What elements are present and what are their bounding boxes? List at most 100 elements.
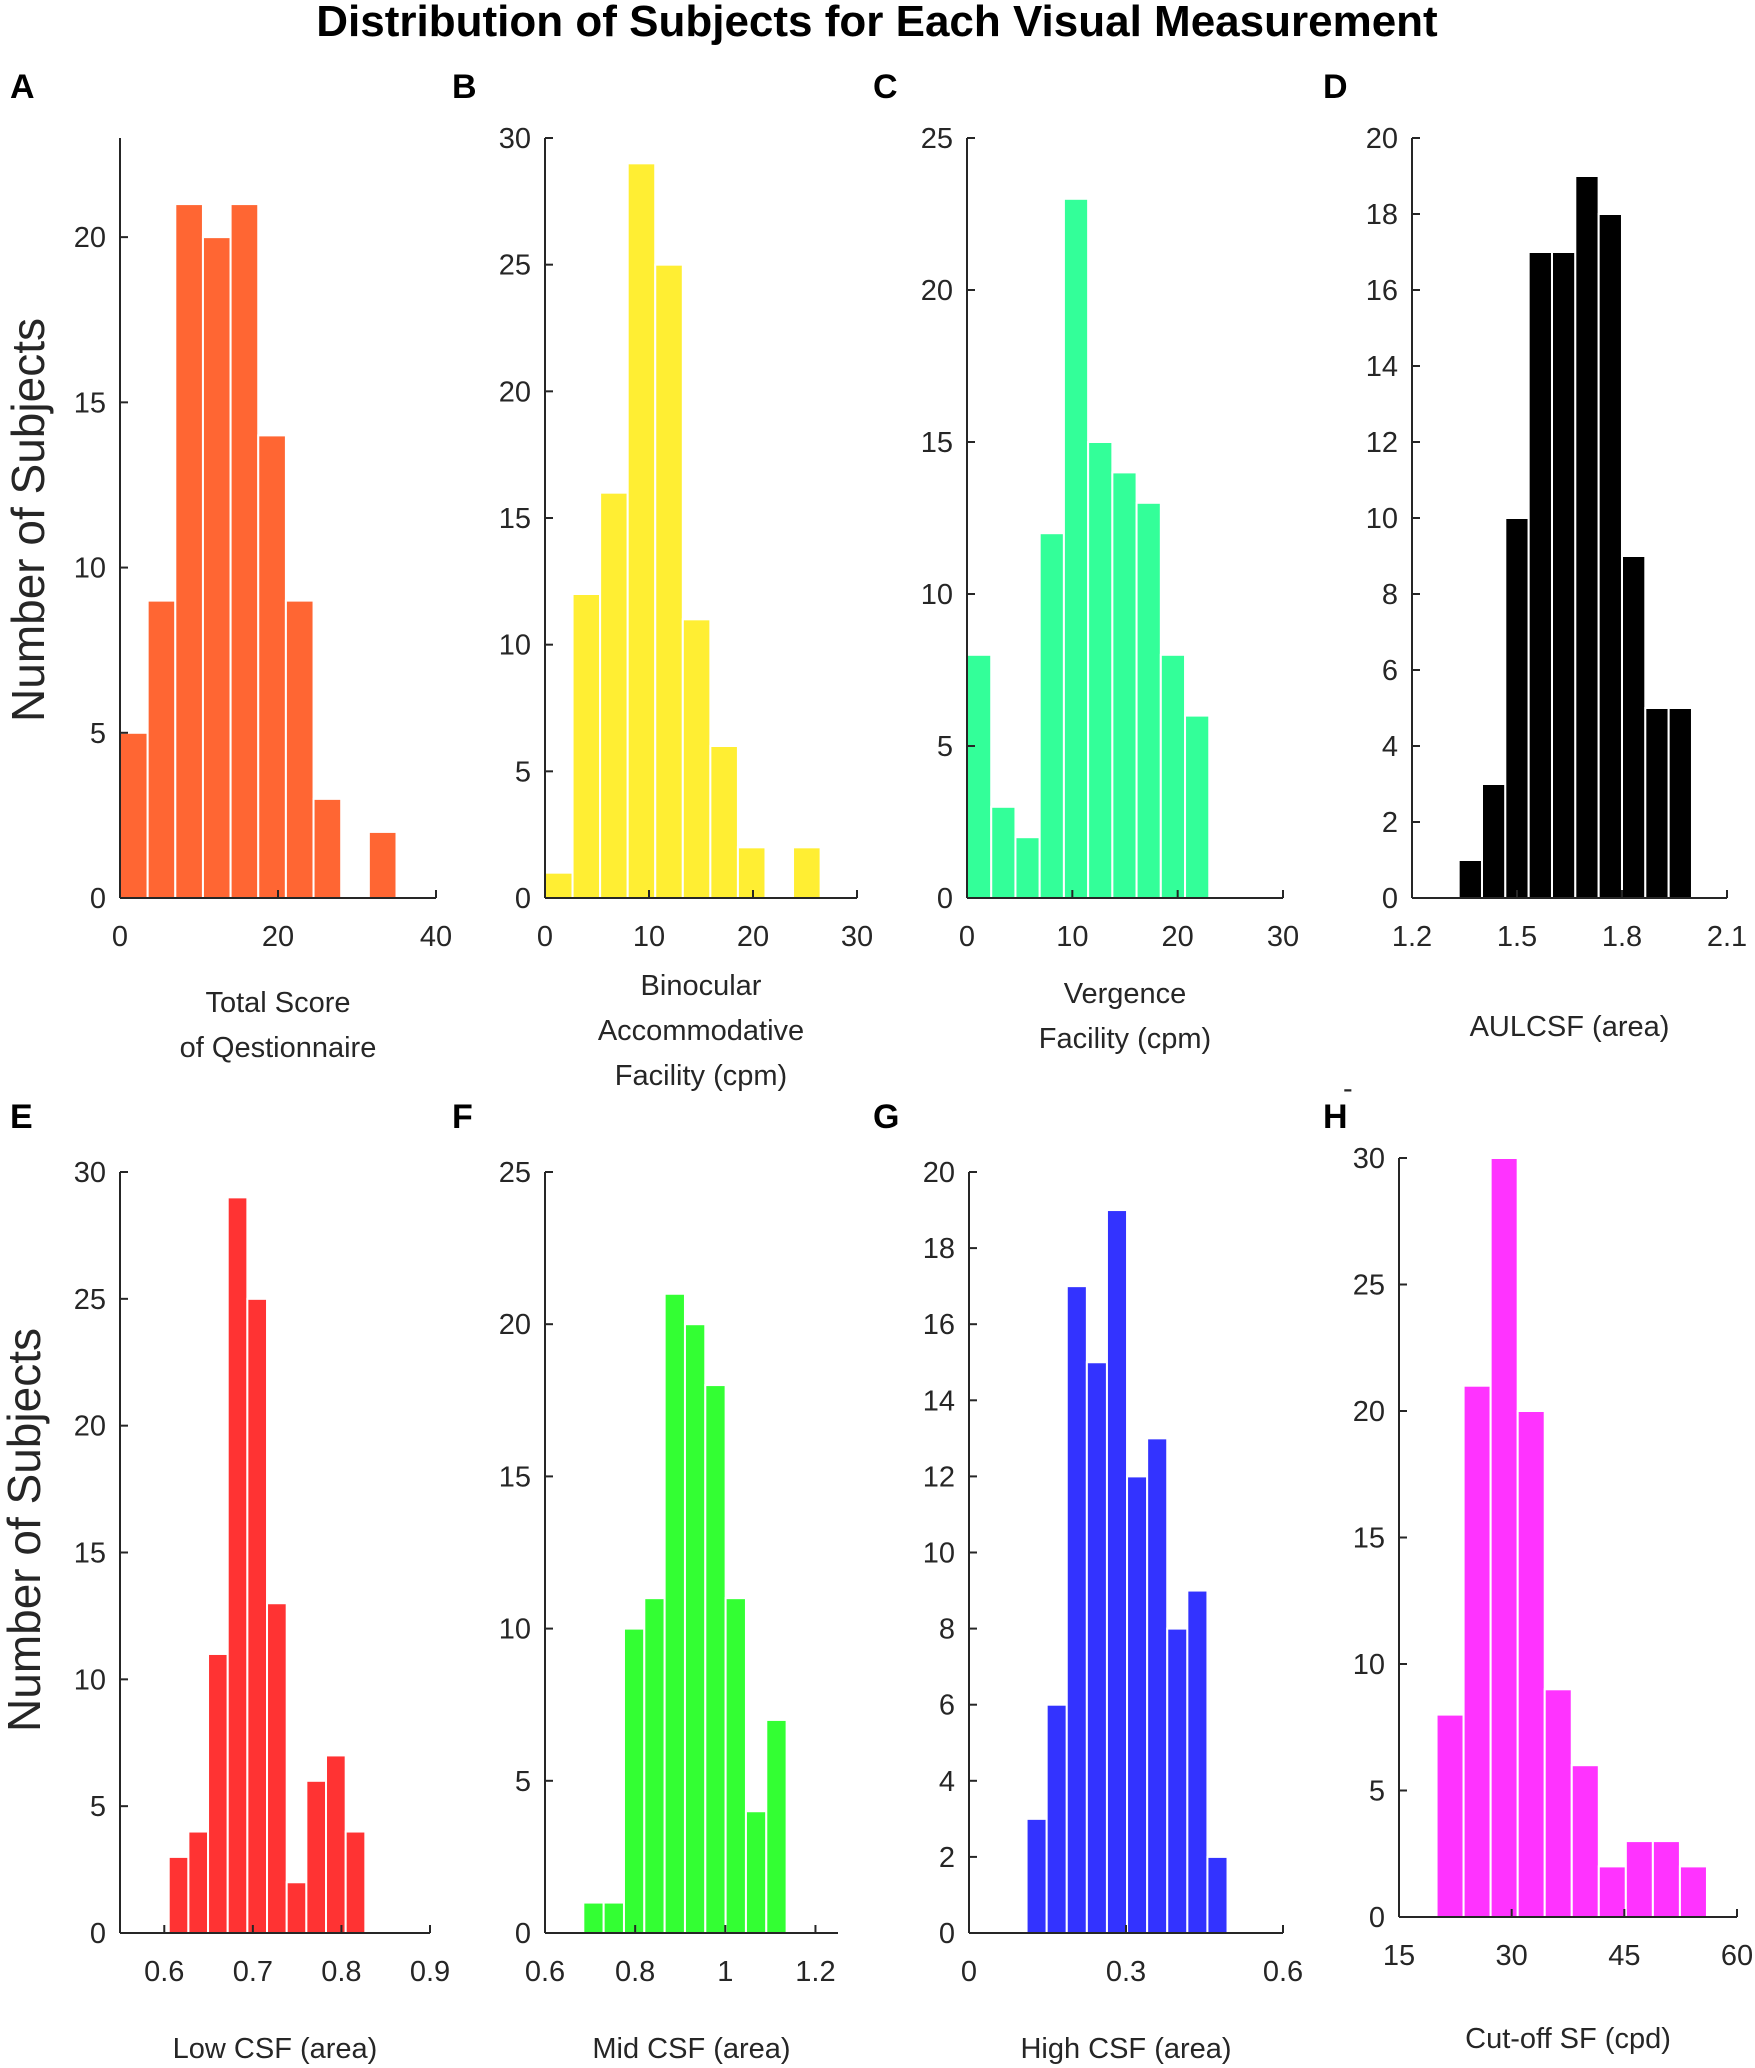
histogram-bar — [1435, 1713, 1465, 1918]
x-tick-label: 0.9 — [410, 1956, 450, 1988]
histogram-bar — [226, 1196, 249, 1935]
y-tick-label: 20 — [1366, 123, 1398, 155]
x-axis-label: Facility (cpm) — [615, 1060, 787, 1092]
x-axis-label: Cut-off SF (cpd) — [1465, 2023, 1671, 2055]
x-tick-label: 2.1 — [1707, 921, 1747, 953]
y-tick-label: 5 — [90, 718, 106, 750]
histogram-bar — [602, 1901, 625, 1935]
x-tick-label: 20 — [262, 921, 294, 953]
histogram-bar — [1481, 783, 1507, 899]
y-tick-label: 8 — [1382, 579, 1398, 611]
histogram-bar — [654, 263, 684, 899]
row1-y-axis-label: Number of Subjects — [2, 318, 54, 722]
x-tick-label: 0 — [537, 921, 553, 953]
y-tick-label: 0 — [515, 1918, 531, 1950]
panel-letter-a: A — [10, 68, 35, 106]
histogram-bar — [266, 1602, 288, 1934]
y-tick-label: 4 — [1382, 731, 1398, 763]
y-tick-label: 30 — [1353, 1143, 1385, 1175]
histogram-bar — [1621, 555, 1647, 899]
panel-d: D 0 2 4 6 8 10 12 14 16 18 20 1.2 1.5 1.8 2.1 AULCSF (ar… — [1323, 68, 1747, 1043]
y-tick-label: 0 — [1382, 883, 1398, 915]
panel-b: B 0 5 10 15 20 25 30 0 10 20 30 Binocular Accommodati… — [452, 68, 873, 1092]
histogram-bar — [1166, 1627, 1189, 1934]
x-tick-label: 15 — [1383, 1940, 1415, 1972]
y-tick-label: 15 — [499, 503, 531, 535]
y-tick-label: 10 — [74, 1664, 106, 1696]
stray-dash-mark: - — [1343, 1073, 1353, 1105]
y-tick-label: 25 — [499, 1157, 531, 1189]
panel-e: E 0 5 10 15 20 25 30 0.6 0.7 0.8 0.9 Low CSF (area) — [10, 1098, 450, 2065]
x-tick-label: 0.6 — [144, 1956, 184, 1988]
y-tick-label: 12 — [923, 1461, 955, 1493]
y-tick-label: 15 — [74, 387, 106, 419]
x-tick-label: 40 — [420, 921, 452, 953]
y-tick-label: 0 — [90, 1918, 106, 1950]
histogram-bar — [1651, 1840, 1681, 1918]
y-tick-label: 25 — [921, 123, 953, 155]
y-tick-label: 15 — [499, 1461, 531, 1493]
histogram-bar — [571, 593, 602, 899]
histogram-bar — [582, 1901, 605, 1935]
histogram-bar — [736, 846, 767, 899]
figure-title: Distribution of Subjects for Each Visual… — [316, 0, 1438, 46]
x-tick-label: 10 — [633, 921, 665, 953]
histogram-bar — [1543, 1688, 1573, 1919]
x-axis-label: AULCSF (area) — [1470, 1011, 1670, 1043]
histogram-bar — [312, 797, 343, 899]
panel-letter-c: C — [873, 68, 898, 106]
x-tick-label: 30 — [841, 921, 873, 953]
histogram-bar — [1597, 213, 1623, 899]
histogram-bar — [1025, 1817, 1048, 1934]
histogram-bar — [990, 805, 1017, 899]
histogram-bar — [284, 599, 315, 899]
y-tick-label: 5 — [515, 756, 531, 788]
y-tick-label: 15 — [1353, 1523, 1385, 1555]
panel-g: G 0 2 4 6 8 10 12 14 16 18 20 0 0.3 0.6 High CSF (area) — [873, 1098, 1303, 2065]
histogram-bar — [1159, 653, 1187, 899]
x-tick-label: 1.2 — [1392, 921, 1432, 953]
x-tick-label: 30 — [1267, 921, 1299, 953]
x-tick-label: 20 — [1162, 921, 1194, 953]
y-tick-label: 0 — [90, 883, 106, 915]
histogram-bar — [201, 236, 232, 899]
y-tick-label: 0 — [1369, 1902, 1385, 1934]
y-tick-label: 20 — [74, 1411, 106, 1443]
y-tick-label: 25 — [499, 250, 531, 282]
panel-letter-d: D — [1323, 68, 1348, 106]
y-tick-label: 6 — [939, 1690, 955, 1722]
x-tick-label: 30 — [1496, 1940, 1528, 1972]
x-axis-label: Low CSF (area) — [173, 2033, 378, 2065]
x-axis-label: Vergence — [1064, 978, 1187, 1010]
y-tick-label: 15 — [74, 1538, 106, 1570]
histogram-bar — [229, 203, 260, 899]
y-tick-label: 2 — [1382, 807, 1398, 839]
y-tick-label: 14 — [1366, 351, 1398, 383]
histogram-bar — [544, 871, 574, 900]
panel-letter-h: H — [1323, 1098, 1348, 1136]
y-tick-label: 20 — [921, 275, 953, 307]
x-tick-label: 0.7 — [233, 1956, 273, 1988]
histogram-bar — [1597, 1865, 1627, 1919]
x-tick-label: 1.2 — [795, 1956, 835, 1988]
y-tick-label: 10 — [923, 1538, 955, 1570]
y-tick-label: 20 — [74, 222, 106, 254]
histogram-bar — [622, 1627, 646, 1934]
histogram-bar — [1489, 1157, 1519, 1918]
histogram-bar — [681, 618, 712, 899]
x-tick-label: 1.8 — [1602, 921, 1642, 953]
histogram-bar — [325, 1754, 347, 1935]
y-tick-label: 5 — [1369, 1776, 1385, 1808]
y-tick-label: 2 — [939, 1842, 955, 1874]
y-tick-label: 0 — [937, 883, 953, 915]
histogram-bar — [1206, 1855, 1229, 1935]
histogram-bar — [1085, 1361, 1108, 1934]
y-tick-label: 18 — [923, 1233, 955, 1265]
x-axis-label: of Qestionnaire — [180, 1032, 377, 1064]
x-tick-label: 0.6 — [525, 1956, 565, 1988]
histogram-bar — [1065, 1285, 1088, 1934]
histogram-bar — [305, 1779, 328, 1935]
x-axis-label: Mid CSF (area) — [592, 2033, 790, 2065]
